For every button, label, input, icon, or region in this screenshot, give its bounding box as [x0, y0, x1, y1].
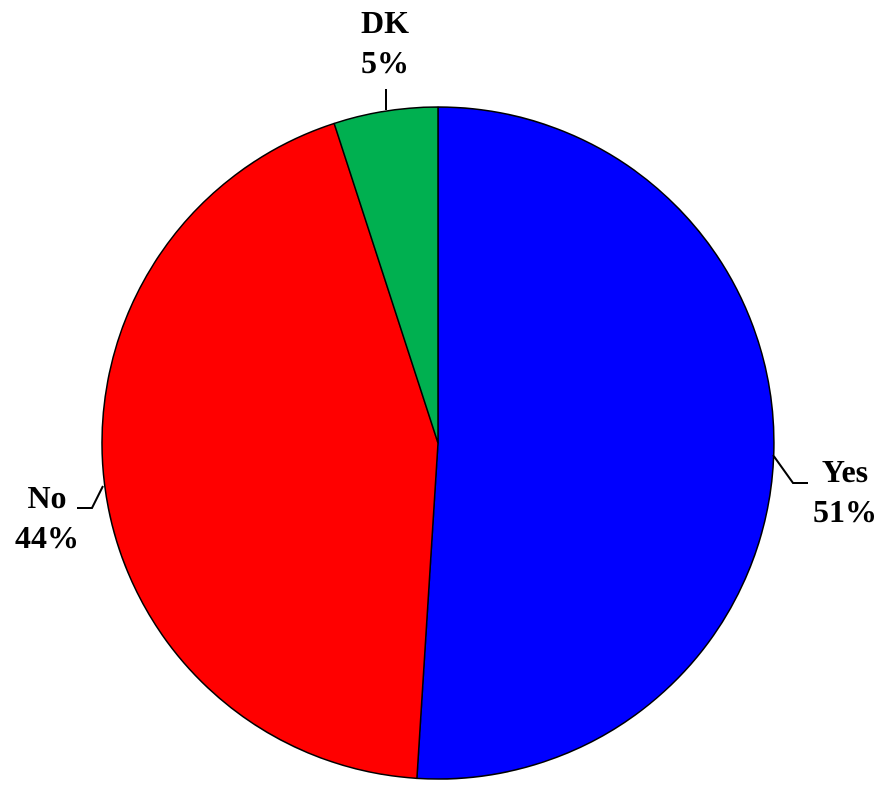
leader-line-no — [77, 485, 104, 509]
slice-value-no: 44% — [15, 519, 79, 555]
pie-slices — [101, 106, 775, 780]
slice-label-dk: DK — [361, 4, 409, 40]
slice-label-no: No — [27, 479, 66, 515]
leader-line-yes — [772, 454, 808, 484]
pie-slice-no — [101, 122, 439, 780]
slice-value-yes: 51% — [813, 493, 877, 529]
pie-labels: Yes 51% No 44% DK 5% — [15, 4, 877, 555]
slice-value-dk: 5% — [361, 44, 409, 80]
pie-slice-yes — [416, 106, 775, 780]
slice-label-yes: Yes — [822, 453, 868, 489]
pie-slice-dk — [333, 106, 439, 444]
